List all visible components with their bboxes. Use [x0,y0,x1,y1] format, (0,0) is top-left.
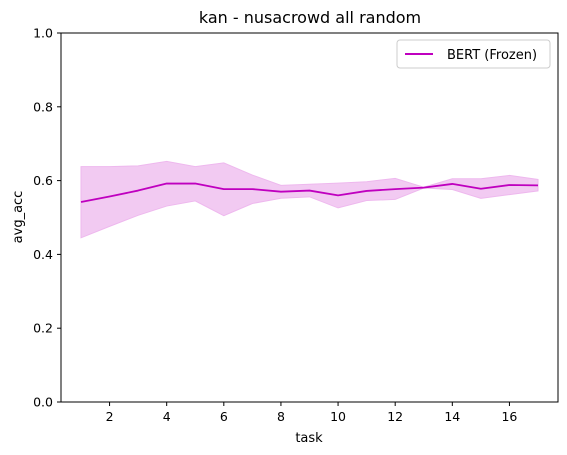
plot-frame [60,32,559,403]
y-tick-label-1: 0.2 [33,321,53,336]
x-axis-label: task [295,431,323,446]
y-tick-label-0: 0.0 [33,395,53,410]
y-tick-label-3: 0.6 [33,173,53,188]
x-tick-label-6: 14 [444,409,460,424]
x-tick-label-0: 2 [106,409,114,424]
x-tick-label-7: 16 [501,409,517,424]
x-axis-ticks: 2 4 6 8 10 12 14 16 [106,402,517,424]
y-axis-ticks: 0.0 0.2 0.4 0.6 0.8 1.0 [33,26,61,410]
series-line-layer [80,182,539,203]
x-tick-label-1: 4 [163,409,171,424]
confidence-band-layer [80,160,539,239]
y-tick-label-4: 0.8 [33,99,53,114]
confidence-band-series-0 [80,160,539,239]
legend: BERT (Frozen) [396,39,551,69]
x-tick-label-4: 10 [330,409,346,424]
x-tick-label-3: 8 [277,409,285,424]
y-tick-label-5: 1.0 [33,26,53,41]
y-axis-label: avg_acc [11,191,26,244]
x-tick-label-5: 12 [387,409,403,424]
legend-box [396,39,551,69]
legend-label-series-0: BERT (Frozen) [447,48,537,63]
x-tick-label-2: 6 [220,409,228,424]
y-tick-label-2: 0.4 [33,247,53,262]
chart-title: kan - nusacrowd all random [199,8,421,27]
